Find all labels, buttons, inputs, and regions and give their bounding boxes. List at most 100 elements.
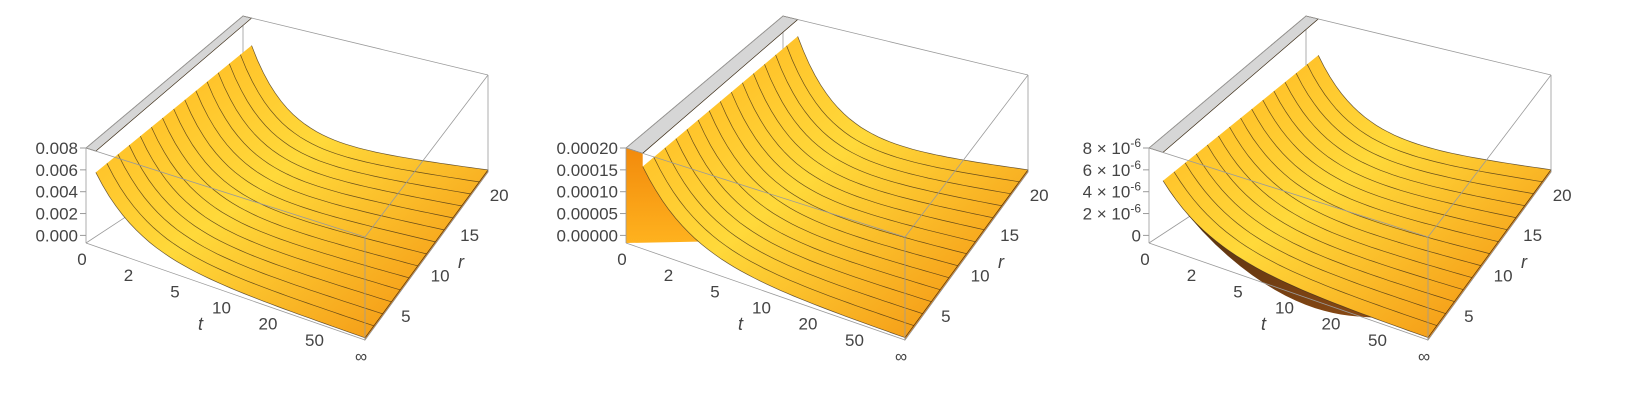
- mesh-line-r: [184, 99, 436, 243]
- t-tick-label: 5: [1233, 282, 1242, 301]
- z-tick-exponent: -6: [1130, 180, 1141, 194]
- z-tick-label: 0.00010: [557, 183, 618, 202]
- t-tick-label: 2: [664, 266, 673, 285]
- mesh-line-r: [764, 64, 1002, 207]
- mesh-line-r: [251, 45, 489, 171]
- z-tick-label: 0.00005: [557, 205, 618, 224]
- t-axis-label: t: [1261, 314, 1267, 334]
- r-tick-label: 5: [941, 307, 950, 326]
- t-axis-label: t: [738, 314, 744, 334]
- z-tick-label: 0.00020: [557, 139, 618, 158]
- z-tick-label: 4 × 10-6: [1083, 180, 1142, 202]
- mesh-line-r: [753, 73, 993, 219]
- t-tick-label: 0: [1140, 250, 1149, 269]
- mesh-line-r: [730, 91, 976, 243]
- r-tick-label: 5: [401, 307, 410, 326]
- box-edge: [364, 171, 489, 341]
- mesh-line-r: [1262, 99, 1508, 231]
- mesh-line-r: [1317, 55, 1552, 171]
- t-tick-label: 5: [170, 282, 179, 301]
- mesh-line-r: [162, 117, 418, 267]
- z-tick-exponent: -6: [1130, 202, 1141, 216]
- box-edge: [1427, 74, 1552, 238]
- surface-front-wall: [626, 148, 699, 243]
- z-tick-label: 6 × 10-6: [1083, 158, 1142, 180]
- r-axis-label: r: [998, 252, 1005, 272]
- t-tick-label: 0: [617, 250, 626, 269]
- t-tick-label: 2: [1187, 266, 1196, 285]
- t-tick-label: 5: [710, 282, 719, 301]
- mesh-line-r: [675, 138, 932, 303]
- r-tick-label: 20: [490, 186, 509, 205]
- r-tick-label: 15: [1000, 226, 1019, 245]
- r-tick-label: 20: [1553, 186, 1572, 205]
- r-tick-label: 20: [1030, 186, 1049, 205]
- mesh-line-r: [1173, 171, 1437, 326]
- mesh-line-r: [686, 129, 941, 291]
- mesh-line-r: [664, 147, 923, 315]
- mesh-line-r: [719, 101, 967, 255]
- mesh-line-r: [1195, 153, 1455, 302]
- r-tick-label: 10: [431, 266, 450, 285]
- box-edge: [625, 15, 784, 149]
- z-tick-label: 0.008: [35, 139, 78, 158]
- mesh-line-r: [1295, 73, 1534, 195]
- t-tick-label: 50: [1368, 331, 1387, 350]
- box-edge: [904, 171, 1029, 341]
- t-tick-label: ∞: [355, 347, 367, 366]
- t-tick-label: 50: [845, 331, 864, 350]
- t-tick-label: 10: [752, 299, 771, 318]
- mesh-line-r: [1251, 108, 1499, 242]
- t-tick-label: ∞: [1418, 347, 1430, 366]
- t-tick-label: 10: [212, 299, 231, 318]
- surface-body: [642, 36, 1028, 338]
- mesh-line-r: [228, 63, 471, 195]
- t-tick-label: 20: [259, 315, 278, 334]
- z-tick-label: 0.00000: [557, 226, 618, 245]
- mesh-line-r: [642, 166, 906, 338]
- surface-panel-3: 8 × 10-66 × 10-64 × 10-62 × 10-6 0 0 2 5 10 20…: [1083, 15, 1572, 366]
- t-tick-label: 20: [1322, 315, 1341, 334]
- mesh-line-r: [95, 172, 366, 339]
- mesh-line-r: [117, 154, 383, 315]
- surface-panel-2: 0.00020 0.00015 0.00010 0.00005 0.00000 0 2 5 10…: [557, 15, 1049, 366]
- mesh-line-r: [786, 45, 1020, 183]
- box-edge: [364, 74, 489, 238]
- mesh-line-r: [1240, 117, 1490, 254]
- box-edge: [1148, 15, 1307, 149]
- mesh-line-r: [797, 36, 1029, 171]
- box-edge: [85, 147, 366, 238]
- box-edge: [625, 147, 906, 238]
- z-tick-exponent: -6: [1130, 136, 1141, 150]
- mesh-line-r: [206, 81, 453, 219]
- mesh-line-r: [151, 126, 409, 279]
- r-tick-label: 5: [1464, 307, 1473, 326]
- t-tick-label: ∞: [895, 347, 907, 366]
- box-edge: [782, 15, 1029, 76]
- surface-panel-1: 0.008 0.006 0.004 0.002 0.000 0 2 5 10 20 50 ∞ t 20 15…: [35, 15, 509, 366]
- mesh-line-r: [1306, 64, 1543, 183]
- box-edge: [1148, 242, 1429, 341]
- mesh-line-r: [1162, 180, 1429, 338]
- t-tick-label: 2: [124, 266, 133, 285]
- r-axis-label: r: [458, 252, 465, 272]
- mesh-line-r: [653, 157, 914, 326]
- z-tick-label: 0: [1132, 226, 1141, 245]
- r-tick-label: 15: [1523, 226, 1542, 245]
- box-edge: [242, 15, 489, 76]
- mesh-line-r: [1207, 144, 1464, 290]
- z-tick-label: 0.006: [35, 161, 78, 180]
- r-tick-label: 10: [1494, 266, 1513, 285]
- mesh-line-r: [1218, 135, 1472, 278]
- box-edge: [1148, 147, 1429, 238]
- mesh-line-r: [1229, 126, 1481, 266]
- mesh-line-r: [106, 163, 374, 327]
- mesh-line-r: [240, 54, 480, 183]
- t-tick-label: 10: [1275, 299, 1294, 318]
- box-edge: [85, 242, 366, 341]
- z-tick-label: 0.002: [35, 205, 78, 224]
- mesh-line-r: [1273, 90, 1516, 219]
- mesh-line-r: [217, 72, 462, 207]
- mesh-line-r: [173, 108, 427, 255]
